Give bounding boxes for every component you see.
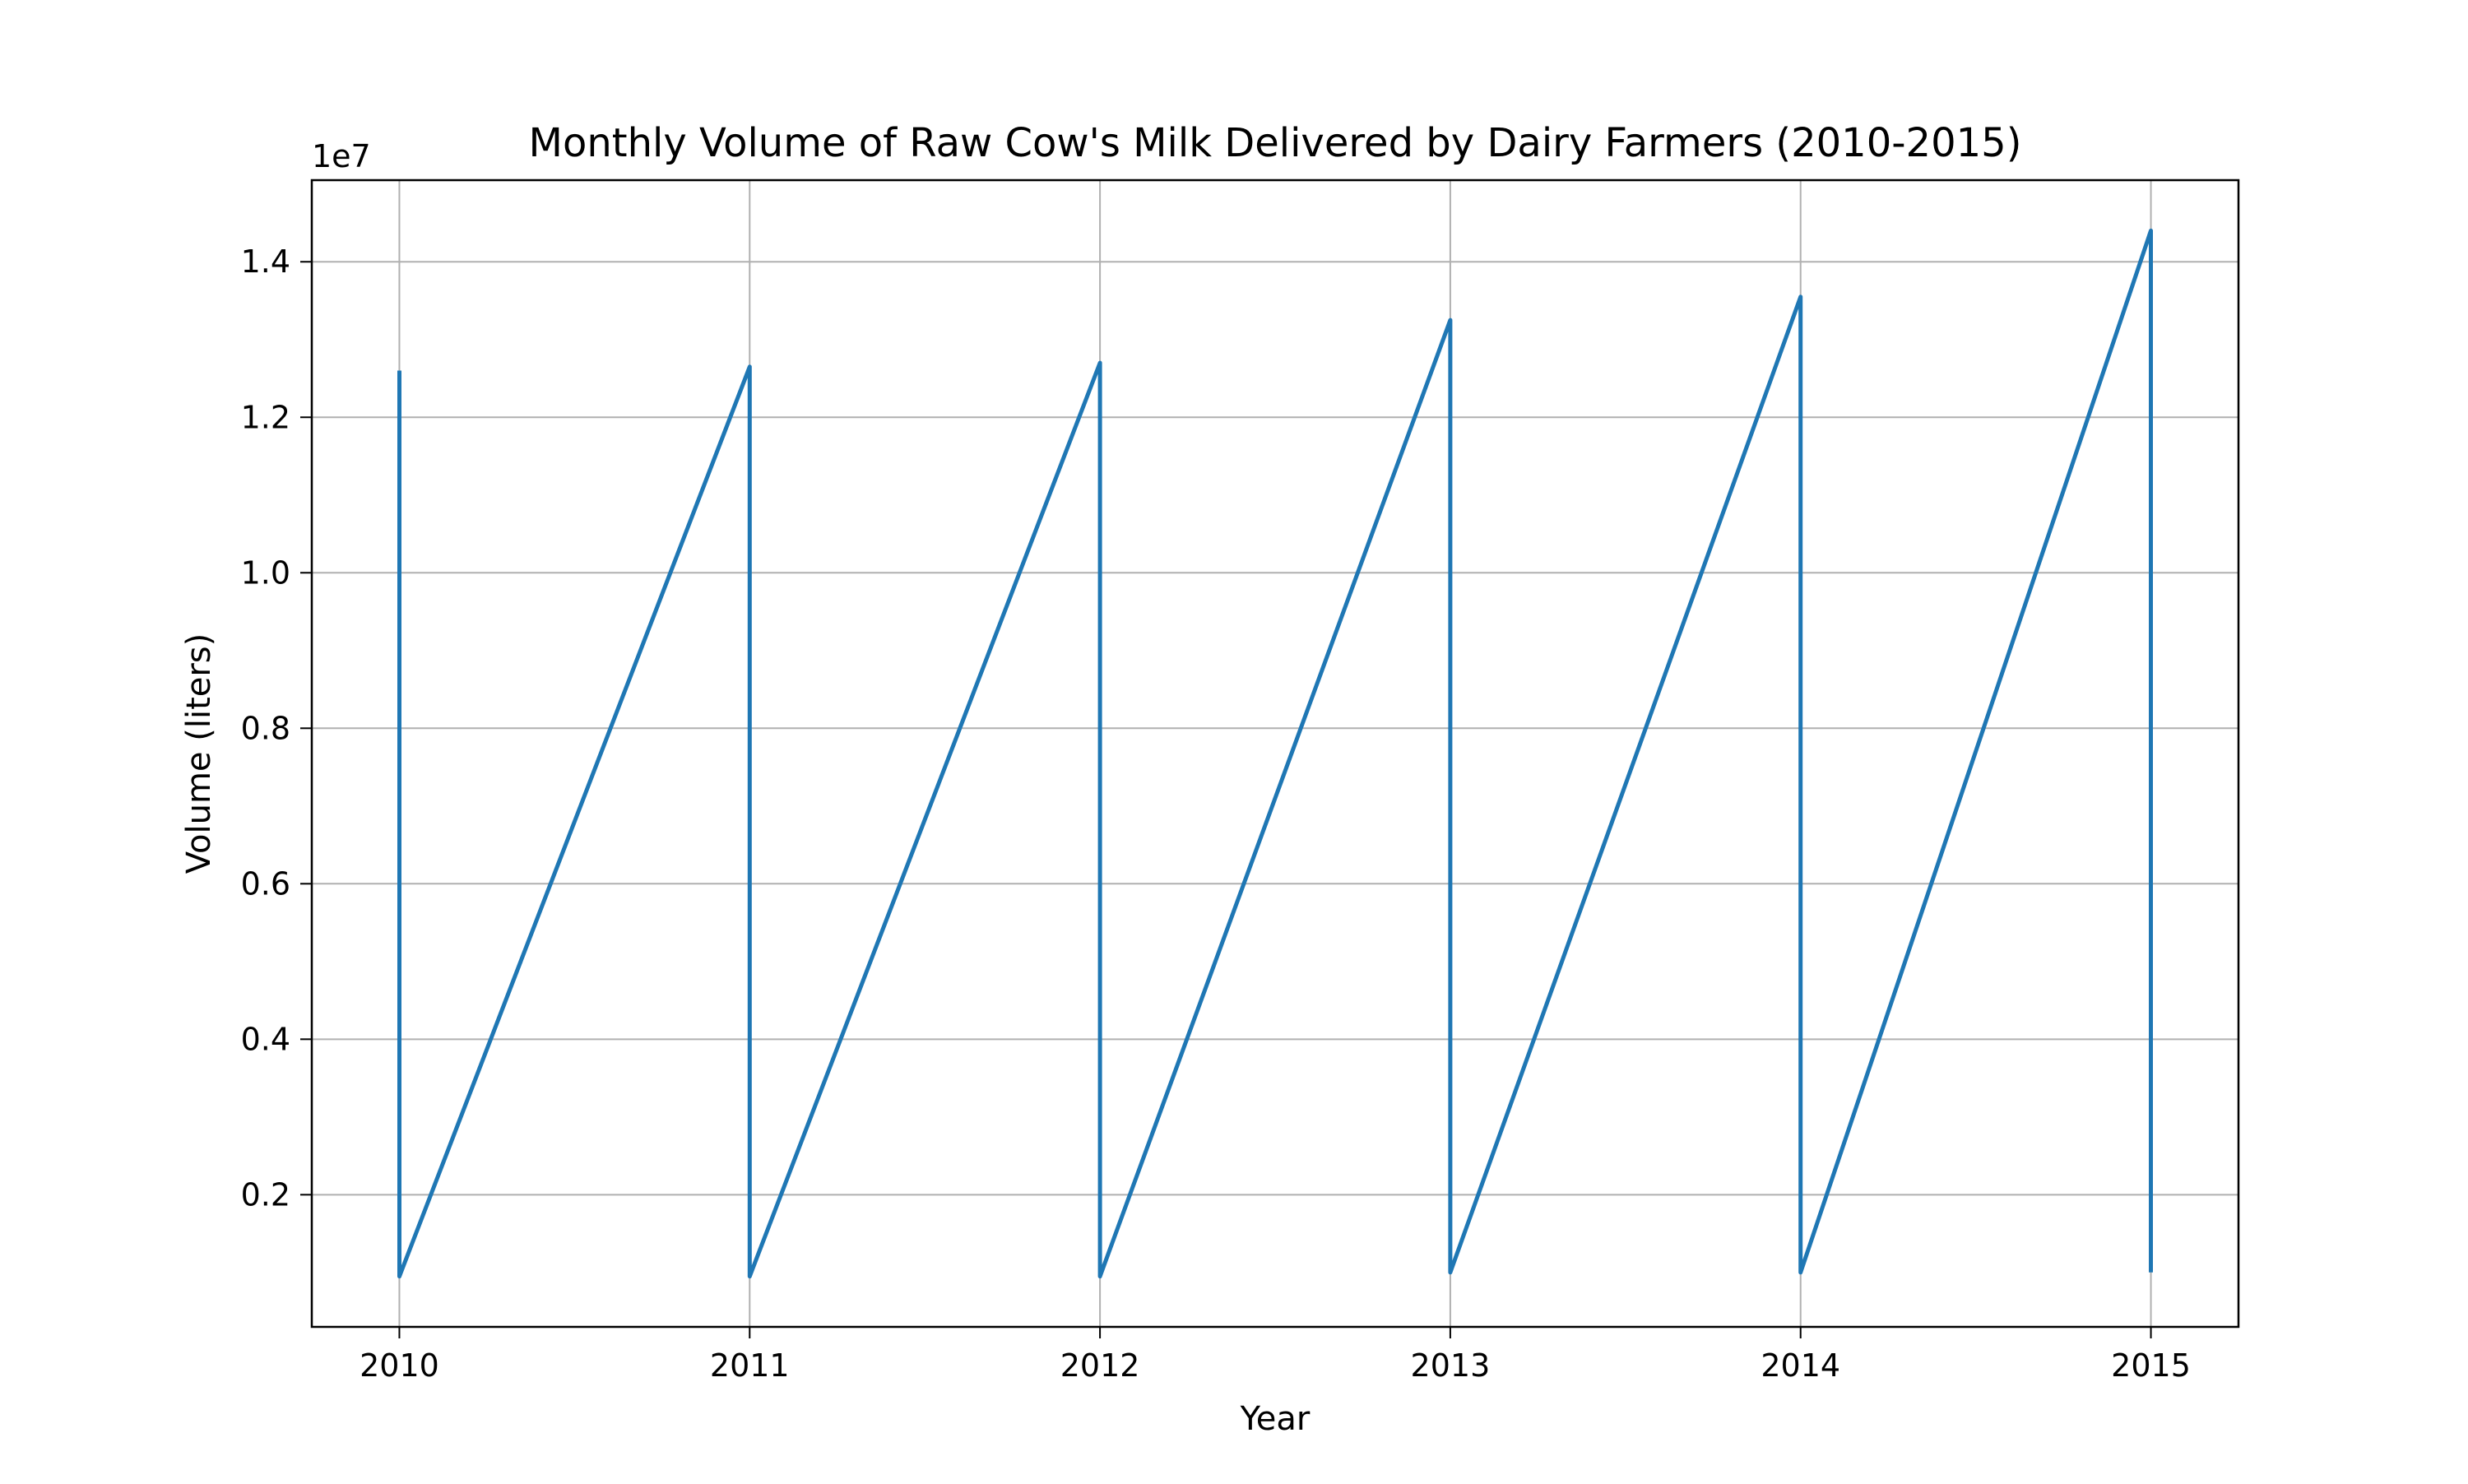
y-axis-label: Volume (liters) <box>180 633 218 874</box>
y-tick-label: 0.4 <box>241 1021 290 1057</box>
x-axis-label: Year <box>1240 1400 1311 1438</box>
x-tick-label: 2011 <box>710 1347 790 1384</box>
y-tick-label: 0.8 <box>241 710 290 746</box>
y-tick-label: 1.4 <box>241 243 290 280</box>
y-axis-offset-label: 1e7 <box>312 138 371 174</box>
x-tick-label: 2012 <box>1060 1347 1140 1384</box>
y-tick-label: 0.2 <box>241 1176 290 1213</box>
x-tick-label: 2015 <box>2111 1347 2191 1384</box>
y-tick-label: 1.2 <box>241 399 290 435</box>
y-tick-label: 0.6 <box>241 865 290 902</box>
chart-title: Monthly Volume of Raw Cow's Milk Deliver… <box>529 120 2022 166</box>
x-tick-label: 2014 <box>1761 1347 1840 1384</box>
y-tick-label: 1.0 <box>241 554 290 591</box>
x-tick-label: 2010 <box>360 1347 439 1384</box>
x-tick-label: 2013 <box>1411 1347 1491 1384</box>
